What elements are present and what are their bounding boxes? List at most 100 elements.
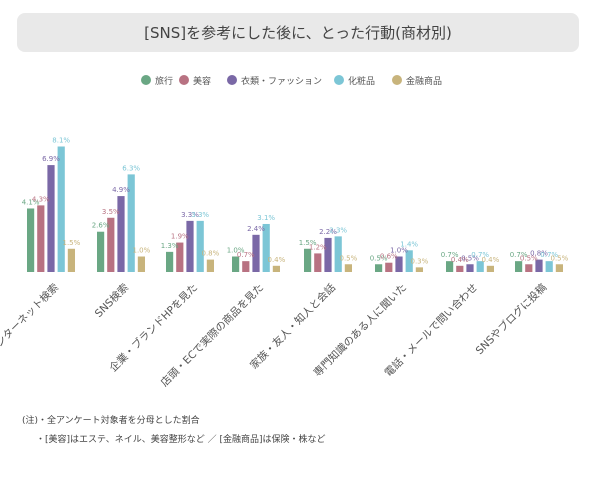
legend-label: 化粧品 (348, 75, 375, 87)
bar (395, 256, 403, 272)
data-label: 6.3% (122, 164, 140, 172)
bar (27, 208, 35, 272)
data-label: 6.9% (42, 155, 60, 163)
bar (555, 264, 563, 272)
x-tick-label: SNS検索 (92, 281, 131, 320)
data-label: 1.9% (171, 233, 189, 241)
bar (166, 251, 174, 272)
bar (57, 146, 65, 272)
data-label: 8.1% (52, 137, 70, 145)
bar (47, 165, 55, 272)
bar (334, 236, 342, 272)
bar (176, 242, 184, 272)
legend-swatch (227, 75, 237, 85)
bar (262, 223, 270, 272)
data-label: 1.0% (390, 247, 408, 255)
bar (375, 264, 383, 272)
data-label: 2.6% (92, 222, 110, 230)
data-label: 0.8% (202, 250, 220, 258)
x-tick-label: 店頭・ECで実際の商品を見た (158, 281, 266, 389)
data-label: 0.5% (461, 254, 479, 262)
data-label: 3.3% (191, 211, 209, 219)
bar (535, 259, 543, 272)
chart-title: [SNS]を参考にした後に、とった行動(商材別) (17, 13, 579, 52)
data-label: 0.4% (268, 256, 286, 264)
bar (67, 248, 75, 272)
data-label: 0.5% (520, 254, 538, 262)
bar (545, 261, 553, 272)
data-labels: 4.1%4.3% 6.9% 8.1% 1.5% 2.6% 3.5% 4.9% 6.3% 1.0%… (22, 137, 569, 266)
data-label: 0.7% (540, 251, 558, 259)
data-label: 0.6% (380, 253, 398, 261)
bar (127, 174, 135, 272)
data-label: 2.3% (329, 226, 347, 234)
bar (252, 234, 260, 272)
bar (97, 231, 105, 272)
bar (107, 217, 115, 272)
bar (137, 256, 145, 272)
data-label: 1.4% (400, 240, 418, 248)
legend-label: 旅行 (155, 75, 173, 87)
x-tick-label: インターネット検索 (0, 281, 61, 357)
bar (117, 196, 125, 272)
bar (242, 261, 250, 272)
data-label: 0.5% (370, 254, 388, 262)
bar (456, 265, 464, 272)
legend-label: 金融商品 (406, 75, 442, 87)
bar (476, 261, 484, 272)
bar (405, 250, 413, 272)
legend-label: 美容 (193, 75, 211, 87)
data-label: 1.5% (299, 239, 317, 247)
bar (324, 237, 332, 272)
bar (466, 264, 474, 272)
data-label: 1.2% (309, 243, 327, 251)
chart-legend: 旅行 美容 衣類・ファッション 化粧品 金融商品 (141, 75, 442, 87)
data-label: 2.2% (319, 228, 337, 236)
data-label: 0.5% (551, 254, 569, 262)
data-label: 1.5% (63, 239, 81, 247)
legend-swatch (141, 75, 151, 85)
data-label: 1.3% (161, 242, 179, 250)
bar-series (27, 146, 563, 272)
bar (344, 264, 352, 272)
data-label: 0.3% (411, 257, 429, 265)
data-label: 0.5% (340, 254, 358, 262)
x-tick-label: SNSやブログに投稿 (473, 281, 549, 357)
bar (232, 256, 240, 272)
footnote-2: ・[美容]はエステ、ネイル、美容整形など ／ [金融商品]は保険・株など (36, 435, 326, 445)
data-label: 0.4% (482, 256, 500, 264)
x-axis-tick-labels: インターネット検索 SNS検索企業・ブランドHPを見た店頭・ECで実際の商品を見た… (0, 281, 549, 390)
footnote-1: (注)・全アンケート対象者を分母とした割合 (22, 416, 200, 426)
data-label: 1.0% (133, 247, 151, 255)
bar (272, 265, 280, 272)
legend-swatch (334, 75, 344, 85)
data-label: 4.3% (32, 195, 50, 203)
bar (515, 261, 523, 272)
bar (446, 261, 454, 272)
legend-swatch (179, 75, 189, 85)
data-label: 3.3% (181, 211, 199, 219)
data-label: 0.7% (471, 251, 489, 259)
data-label: 1.0% (227, 247, 245, 255)
bar (304, 248, 312, 272)
data-label: 3.1% (257, 214, 275, 222)
legend-swatch (392, 75, 402, 85)
data-label: 2.4% (247, 225, 265, 233)
data-label: 0.4% (451, 256, 469, 264)
bar (186, 220, 194, 272)
bar (385, 262, 393, 272)
data-label: 0.7% (441, 251, 459, 259)
bar (196, 220, 204, 272)
data-label: 3.5% (102, 208, 120, 216)
data-label: 0.7% (510, 251, 528, 259)
bar (206, 259, 214, 272)
bar (525, 264, 533, 272)
data-label: 0.8% (530, 250, 548, 258)
data-label: 0.7% (237, 251, 255, 259)
bar (37, 205, 45, 272)
bar (314, 253, 322, 272)
data-label: 4.9% (112, 186, 130, 194)
legend-label: 衣類・ファッション (241, 75, 322, 87)
data-label: 4.1% (22, 198, 40, 206)
